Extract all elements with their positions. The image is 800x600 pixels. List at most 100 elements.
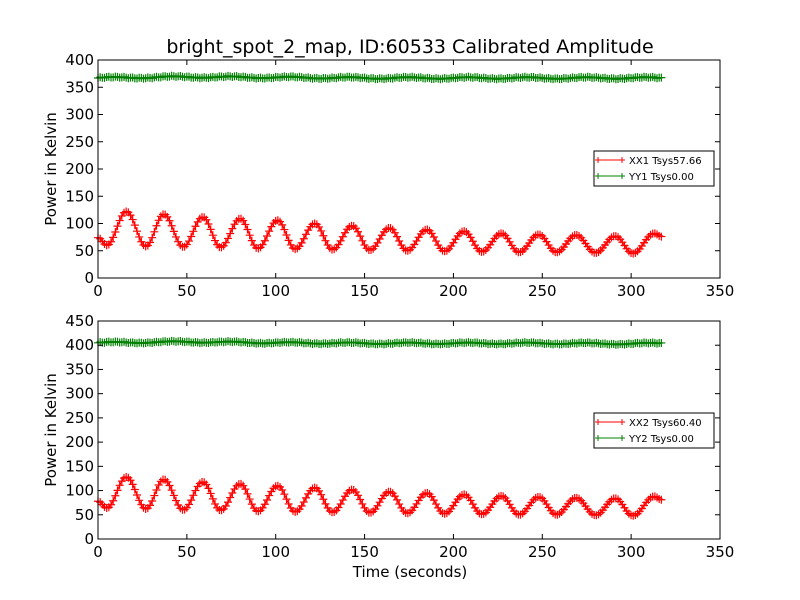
x-tick-label: 150	[350, 282, 379, 300]
plot-frame	[97, 320, 721, 540]
plus-marker	[284, 236, 293, 245]
legend-entry: YY2 Tsys0.00	[595, 434, 694, 445]
plus-marker	[228, 224, 237, 233]
plus-marker	[148, 496, 157, 505]
plus-marker	[260, 236, 269, 245]
plus-marker	[224, 498, 233, 507]
plus-marker	[152, 221, 161, 230]
legend-marker	[595, 173, 601, 179]
plus-marker	[172, 496, 181, 505]
plus-marker	[338, 232, 347, 241]
plus-marker	[146, 501, 155, 510]
plus-marker	[224, 234, 233, 243]
plus-marker	[191, 222, 200, 231]
y-tick-label: 300	[65, 106, 94, 124]
y-tick-label: 400	[65, 51, 94, 69]
plus-marker	[321, 499, 330, 508]
plus-marker	[393, 232, 402, 241]
plus-marker	[169, 227, 178, 236]
plus-marker	[315, 222, 324, 231]
plus-marker	[107, 237, 115, 246]
top-panel: 0 50 100 150 200 250 300 350 0 50 100 150 200 250 300 3…	[42, 51, 734, 300]
plus-marker	[260, 500, 269, 509]
legend-marker	[595, 419, 601, 425]
plus-marker	[211, 236, 220, 245]
legend-marker	[619, 157, 625, 163]
x-tick-label: 50	[177, 282, 196, 300]
x-tick-label: 350	[706, 543, 735, 561]
plus-marker	[302, 230, 311, 239]
plus-marker	[243, 225, 252, 234]
series-markers	[94, 207, 666, 258]
series-green-2	[94, 336, 666, 349]
legend-label: YY1 Tsys0.00	[628, 172, 694, 183]
plus-marker	[150, 227, 159, 236]
plus-marker	[395, 237, 404, 245]
plus-marker	[128, 215, 137, 224]
plus-marker	[169, 491, 178, 500]
x-tick-label: 200	[439, 543, 468, 561]
plus-marker	[187, 232, 196, 241]
legend-label: XX2 Tsys60.40	[629, 418, 702, 429]
plus-marker	[228, 489, 237, 498]
plus-marker	[133, 227, 142, 236]
plus-marker	[204, 484, 213, 493]
x-tick-label: 150	[350, 543, 379, 561]
y-tick-label: 50	[75, 506, 94, 524]
y-tick-label: 0	[84, 269, 94, 287]
x-tick-label: 100	[261, 543, 290, 561]
plus-marker	[208, 494, 217, 503]
plus-marker	[150, 491, 159, 500]
plus-marker	[299, 498, 308, 507]
plus-marker	[126, 476, 135, 485]
series-red-2	[94, 473, 666, 520]
plus-marker	[278, 220, 287, 229]
plus-marker	[282, 231, 291, 240]
y-tick-label: 200	[65, 160, 94, 178]
plus-marker	[354, 227, 363, 236]
y-axis-label: Power in Kelvin	[42, 373, 60, 487]
plus-marker	[356, 232, 365, 241]
plus-marker	[206, 489, 215, 498]
y-tick-label: 250	[65, 133, 94, 151]
legend-entry: XX1 Tsys57.66	[595, 156, 702, 167]
x-tick-label: 100	[261, 282, 290, 300]
plus-marker	[265, 491, 274, 500]
x-axis-label: Time (seconds)	[352, 563, 468, 581]
plus-marker	[263, 232, 272, 241]
plus-marker	[319, 231, 328, 240]
plus-marker	[109, 233, 118, 242]
x-tick-label: 0	[93, 282, 103, 300]
plus-marker	[241, 485, 250, 494]
x-tick-label: 250	[528, 543, 557, 561]
plus-marker	[189, 491, 198, 500]
legend-box	[593, 412, 715, 449]
plus-marker	[245, 495, 254, 504]
x-tick-label: 350	[706, 282, 735, 300]
plus-marker	[146, 238, 155, 247]
plus-marker	[393, 495, 402, 504]
series-markers	[94, 71, 666, 84]
legend-box	[593, 150, 715, 187]
plus-marker	[152, 485, 161, 494]
bottom-panel: 0 50 100 150 200 250 300 350 0 50 100 150 200 250 300 3…	[42, 312, 734, 581]
plus-marker	[133, 491, 142, 500]
plus-marker	[111, 491, 120, 500]
plus-marker	[657, 73, 666, 82]
x-tick-label: 50	[177, 543, 196, 561]
plus-marker	[280, 490, 289, 499]
figure-title: bright_spot_2_map, ID:60533 Calibrated A…	[166, 36, 653, 58]
plus-marker	[189, 227, 198, 236]
plus-marker	[245, 231, 254, 240]
plus-marker	[148, 233, 157, 242]
plus-marker	[226, 493, 235, 502]
legend-entry: XX2 Tsys60.40	[595, 418, 702, 429]
plus-marker	[282, 495, 291, 504]
y-tick-label: 150	[65, 187, 94, 205]
plus-marker	[115, 481, 124, 490]
plus-marker	[263, 496, 272, 505]
plus-marker	[167, 221, 176, 230]
plus-marker	[172, 232, 181, 241]
legend-label: XX1 Tsys57.66	[629, 156, 702, 167]
